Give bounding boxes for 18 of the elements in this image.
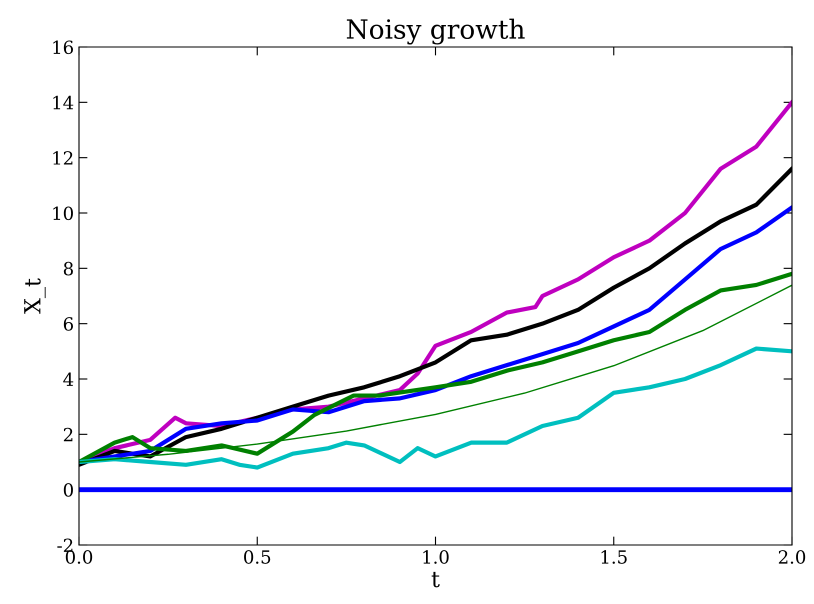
x-tick-label: 2.0 xyxy=(778,550,806,564)
y-tick-label: 8 xyxy=(64,262,73,276)
line-series xyxy=(79,346,792,470)
y-tick-label: 4 xyxy=(63,372,74,386)
y-tick-label: 14 xyxy=(53,96,74,110)
x-axis-title: t xyxy=(432,572,440,588)
x-tick-label: 1.5 xyxy=(602,550,627,564)
x-tick-label: 0.5 xyxy=(244,550,270,564)
x-tick-label: 1.0 xyxy=(423,550,449,564)
x-tick-label: 0.0 xyxy=(66,550,92,564)
y-tick-label: 6 xyxy=(64,317,73,331)
y-axis-title: X_t xyxy=(24,278,46,314)
y-tick-label: 2 xyxy=(64,428,72,442)
y-tick-label: 0 xyxy=(64,483,73,497)
y-tick-label: 10 xyxy=(53,206,73,220)
y-tick-label: 12 xyxy=(53,151,72,165)
chart-title: Noisy growth xyxy=(346,18,525,45)
y-tick-label: 16 xyxy=(53,40,73,54)
